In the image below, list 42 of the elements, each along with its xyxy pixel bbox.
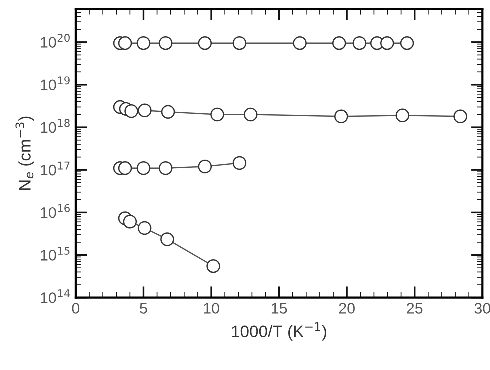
y-axis-title: N$_{e}$ (cm$^{−3}$) <box>16 116 34 190</box>
point <box>118 161 132 176</box>
point <box>400 36 414 50</box>
x-tick-label: 5 <box>140 303 148 314</box>
point <box>124 104 138 118</box>
point <box>244 108 258 122</box>
x-tick-label: 10 <box>204 303 220 314</box>
point <box>136 36 151 50</box>
point <box>334 110 348 124</box>
point <box>118 36 132 50</box>
x-tick-label: 20 <box>339 303 355 314</box>
x-axis-title: 1000/T (K$^{−1}$) <box>232 322 326 341</box>
point <box>138 104 152 118</box>
point <box>454 110 468 124</box>
point <box>232 156 247 170</box>
point <box>332 36 346 50</box>
point <box>352 36 367 50</box>
y-tick-label: 10$^{20}$ <box>41 34 70 48</box>
point <box>161 105 176 120</box>
x-tick-label: 15 <box>272 303 288 314</box>
point <box>158 161 173 176</box>
point <box>293 36 307 50</box>
point <box>206 259 220 274</box>
y-tick-label: 10$^{19}$ <box>41 76 70 91</box>
x-tick-label: 0 <box>72 303 80 314</box>
point <box>136 161 151 176</box>
point <box>123 214 138 229</box>
point <box>138 221 152 236</box>
y-tick-label: 10$^{14}$ <box>41 290 70 304</box>
point <box>158 36 173 50</box>
y-tick-label: 10$^{17}$ <box>41 162 70 176</box>
point <box>210 108 224 122</box>
point <box>198 160 212 174</box>
point <box>232 36 247 50</box>
point <box>380 36 394 50</box>
x-tick-label: 25 <box>407 303 423 314</box>
y-tick-label: 10$^{16}$ <box>41 204 70 218</box>
y-tick-label: 10$^{18}$ <box>41 119 70 134</box>
point <box>198 36 212 50</box>
point <box>396 108 410 123</box>
point <box>160 232 174 246</box>
y-tick-label: 10$^{15}$ <box>41 247 70 261</box>
